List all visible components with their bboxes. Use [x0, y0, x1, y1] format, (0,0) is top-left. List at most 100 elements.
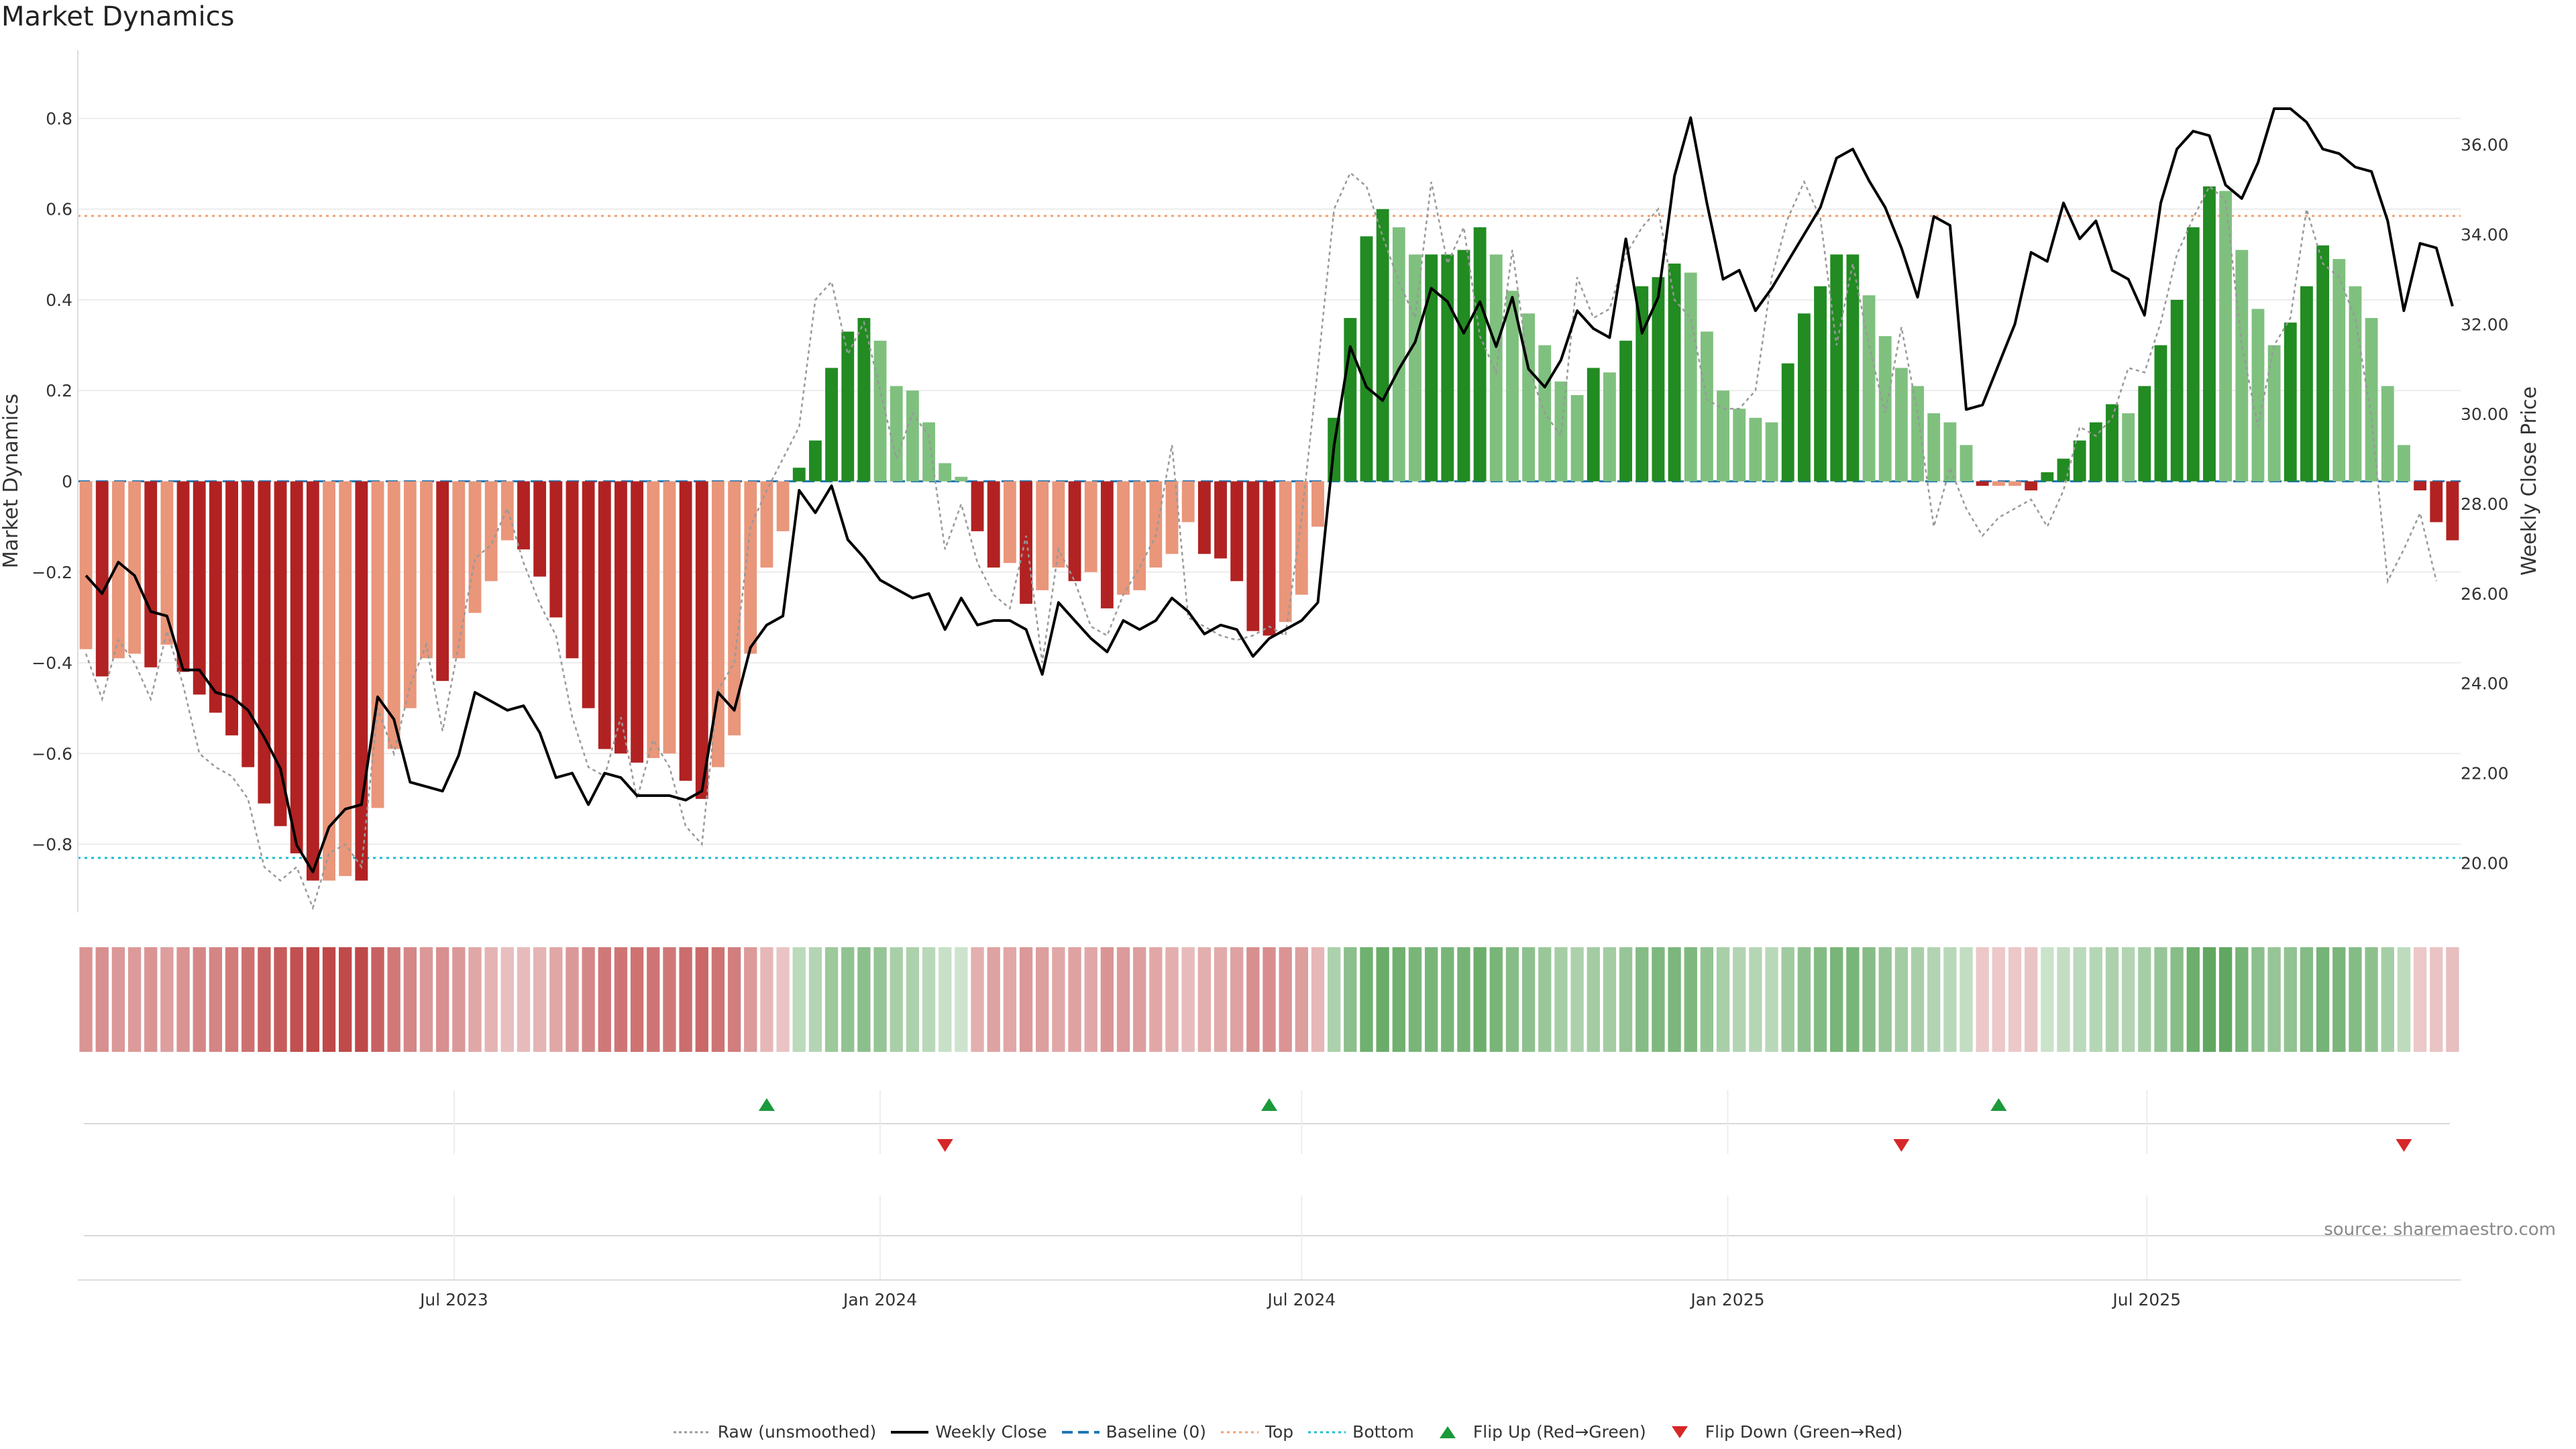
heatmap-cell	[922, 947, 936, 1052]
y2-tick-label: 34.00	[2461, 225, 2509, 244]
heatmap-cell	[2138, 947, 2151, 1052]
bar	[111, 481, 125, 659]
legend-item: Top	[1220, 1422, 1294, 1442]
heatmap-cell	[2300, 947, 2314, 1052]
x-tick-label: Jul 2023	[419, 1290, 488, 1309]
legend-item: Baseline (0)	[1061, 1422, 1206, 1442]
heatmap-strip	[79, 947, 2459, 1052]
heatmap-cell	[1781, 947, 1794, 1052]
bar	[1214, 481, 1227, 559]
bar	[1230, 481, 1244, 582]
heatmap-cell	[1214, 947, 1228, 1052]
bar	[728, 481, 741, 736]
bar	[2041, 472, 2054, 482]
heatmap-cell	[144, 947, 158, 1052]
bar	[225, 481, 238, 736]
weekly-close-line	[85, 107, 2454, 873]
bar	[2284, 322, 2297, 482]
heatmap-cell	[1392, 947, 1405, 1052]
heatmap-cell	[127, 947, 142, 1052]
heatmap-cell	[1263, 947, 1276, 1052]
bar	[1960, 445, 1973, 482]
bar	[1846, 254, 1860, 482]
heatmap-cell	[2121, 947, 2135, 1052]
bar	[436, 481, 449, 682]
heatmap-cell	[1846, 947, 1860, 1052]
y-tick-label: −0.2	[32, 563, 72, 582]
bar	[631, 481, 644, 763]
heatmap-cell	[355, 947, 368, 1052]
flip-down-marker	[2396, 1139, 2412, 1152]
y-axis-label: Market Dynamics	[0, 394, 23, 569]
bar	[1052, 481, 1065, 568]
heatmap-cell	[2170, 947, 2184, 1052]
bar	[339, 481, 352, 876]
heatmap-cell	[808, 947, 822, 1052]
chart-title: Market Dynamics	[1, 1, 235, 32]
dotted-line-icon	[673, 1426, 711, 1439]
bar	[1376, 209, 1389, 482]
bar	[549, 481, 563, 618]
bar	[1749, 417, 1762, 482]
heatmap-cell	[274, 947, 287, 1052]
heatmap-cell	[1473, 947, 1487, 1052]
bar	[420, 481, 433, 659]
bar	[2251, 309, 2265, 482]
bar	[2267, 345, 2281, 482]
bar	[468, 481, 482, 613]
heatmap-cell	[1960, 947, 1973, 1052]
y-tick-label: 0.4	[46, 290, 72, 310]
heatmap-cell	[2284, 947, 2297, 1052]
heatmap-cell	[1733, 947, 1746, 1052]
heatmap-cell	[1489, 947, 1503, 1052]
heatmap-cell	[1344, 947, 1357, 1052]
flip-down-marker	[1893, 1139, 1910, 1152]
heatmap-cell	[1894, 947, 1909, 1052]
legend-label: Top	[1265, 1422, 1294, 1442]
bar	[1652, 277, 1665, 482]
heatmap-cell	[1019, 947, 1033, 1052]
bar	[144, 481, 158, 667]
heatmap-cell	[2105, 947, 2119, 1052]
bar	[647, 481, 660, 759]
heatmap-cell	[2413, 947, 2427, 1052]
heatmap-cell	[1554, 947, 1568, 1052]
heatmap-cell	[1538, 947, 1552, 1052]
bar	[744, 481, 757, 654]
bar	[1781, 363, 1794, 482]
heatmap-cell	[419, 947, 433, 1052]
bar	[955, 476, 968, 482]
heatmap-cell	[290, 947, 303, 1052]
bar	[371, 481, 384, 808]
bar	[582, 481, 595, 708]
bar	[403, 481, 417, 708]
heatmap-cell	[1911, 947, 1925, 1052]
dashed-line-icon	[1061, 1426, 1099, 1439]
heatmap-cell	[306, 947, 320, 1052]
bar	[971, 481, 984, 531]
close-series	[85, 107, 2454, 873]
heatmap-cell	[1587, 947, 1600, 1052]
heatmap-cell	[387, 947, 400, 1052]
heatmap-cell	[2397, 947, 2411, 1052]
legend-label: Flip Down (Green→Red)	[1705, 1422, 1903, 1442]
heatmap-cell	[614, 947, 628, 1052]
bar	[1036, 481, 1049, 590]
heatmap-cell	[679, 947, 692, 1052]
legend-item: Weekly Close	[891, 1422, 1047, 1442]
heatmap-cell	[95, 947, 109, 1052]
heatmap-cell	[760, 947, 773, 1052]
bar	[2106, 404, 2118, 482]
y-tick-label: −0.6	[32, 744, 72, 763]
heatmap-cell	[1992, 947, 2006, 1052]
heatmap-cell	[1716, 947, 1730, 1052]
bar	[1733, 409, 1746, 482]
heatmap-cell	[873, 947, 887, 1052]
y2-tick-label: 36.00	[2461, 136, 2509, 155]
bar	[1084, 481, 1097, 572]
heatmap-cell	[1635, 947, 1649, 1052]
heatmap-cell	[1700, 947, 1714, 1052]
bar	[1068, 481, 1081, 582]
heatmap-cell	[79, 947, 93, 1052]
bar	[1489, 254, 1503, 482]
